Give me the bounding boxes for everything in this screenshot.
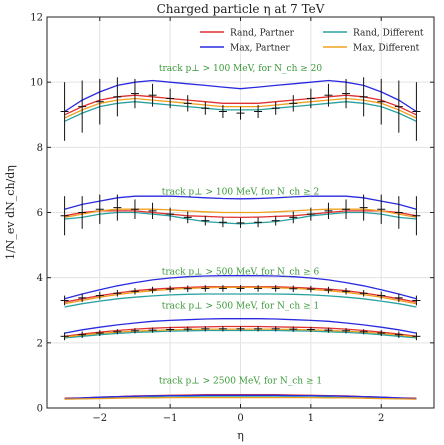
series-line-max-partner: [64, 318, 417, 334]
y-tick-label: 12: [30, 13, 43, 24]
plot-area: [60, 77, 421, 400]
y-tick-label: 6: [37, 208, 43, 219]
panel-5: [64, 393, 417, 400]
y-tick-label: 10: [30, 78, 43, 89]
x-tick-label: 0: [237, 413, 243, 424]
legend-label-max-different: Max, Different: [353, 44, 420, 54]
x-tick-label: −1: [163, 413, 178, 424]
y-tick-label: 8: [37, 143, 43, 154]
panel-annotation: track p⊥ > 100 MeV, for N_ch ≥ 20: [159, 64, 322, 74]
series-line-rand-different: [64, 293, 417, 308]
panel-annotation: track p⊥ > 100 MeV, for N_ch ≥ 2: [162, 188, 319, 198]
legend-label-max-partner: Max, Partner: [230, 44, 290, 54]
x-tick-label: −2: [92, 413, 107, 424]
legend-label-rand-different: Rand, Different: [353, 29, 424, 39]
x-axis-label: η: [237, 429, 244, 442]
series-line-max-partner: [64, 195, 417, 210]
series-line-max-different: [64, 396, 417, 400]
x-axis-ticks: −2 −1 0 1 2: [92, 17, 384, 424]
data-points: [60, 285, 421, 306]
panel-annotation: track p⊥ > 2500 MeV, for N_ch ≥ 1: [159, 377, 322, 387]
data-points: [60, 326, 421, 341]
y-axis-ticks: 0 2 4 6 8 10 12: [30, 13, 434, 415]
y-tick-label: 2: [37, 338, 43, 349]
y-tick-label: 0: [37, 404, 43, 415]
legend: Rand, Partner Rand, Different Max, Partner…: [200, 29, 424, 54]
panel-annotation: track p⊥ > 500 MeV, for N_ch ≥ 6: [162, 267, 320, 277]
series-line-max-different: [64, 208, 417, 219]
panel-1: [60, 77, 421, 141]
x-tick-label: 1: [308, 413, 314, 424]
data-points: [60, 194, 421, 236]
x-tick-label: 2: [378, 413, 384, 424]
chart-title: Charged particle η at 7 TeV: [157, 2, 325, 16]
panel-annotation: track p⊥ > 500 MeV, for N_ch ≥ 1: [162, 302, 319, 312]
y-axis-label: 1/N_ev dN_ch/dη: [4, 165, 17, 260]
data-points: [60, 77, 421, 141]
panel-4: [60, 318, 421, 341]
series-line-max-partner: [64, 394, 417, 400]
series-line-rand-partner: [64, 210, 417, 219]
annotations: track p⊥ > 100 MeV, for N_ch ≥ 20 track p…: [159, 64, 322, 387]
series-line-rand-partner: [64, 94, 417, 116]
y-tick-label: 4: [37, 273, 43, 284]
panel-3: [60, 275, 421, 308]
series-line-max-partner: [64, 275, 417, 300]
panel-2: [60, 194, 421, 236]
series-line-max-different: [64, 97, 417, 119]
series-line-max-partner: [64, 79, 417, 113]
legend-label-rand-partner: Rand, Partner: [230, 29, 295, 39]
